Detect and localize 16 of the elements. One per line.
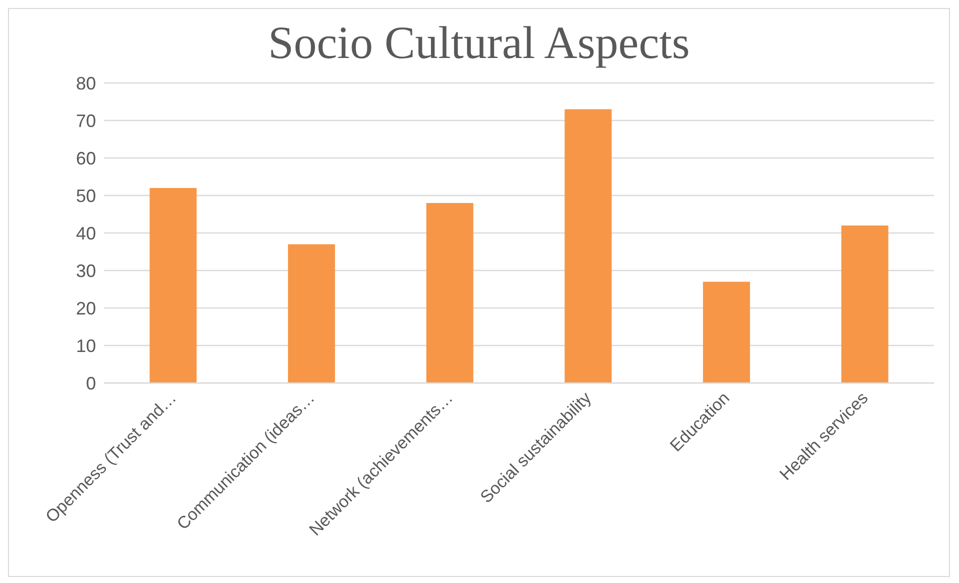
y-tick-label: 60: [76, 148, 96, 168]
bar: [288, 244, 335, 383]
y-tick-label: 30: [76, 260, 96, 281]
y-tick-label: 10: [76, 336, 96, 356]
y-tick-label: 0: [86, 373, 96, 394]
bar: [841, 226, 888, 383]
y-tick-label: 50: [76, 186, 96, 206]
bar: [426, 203, 474, 383]
bar: [702, 282, 750, 383]
chart-title: Socio Cultural Aspects: [267, 16, 691, 70]
bar: [150, 188, 197, 383]
y-tick-label: 40: [76, 223, 96, 244]
y-tick-label: 20: [76, 298, 96, 318]
y-tick-label: 80: [76, 73, 96, 94]
bar: [564, 109, 612, 383]
y-tick-label: 70: [76, 110, 96, 131]
